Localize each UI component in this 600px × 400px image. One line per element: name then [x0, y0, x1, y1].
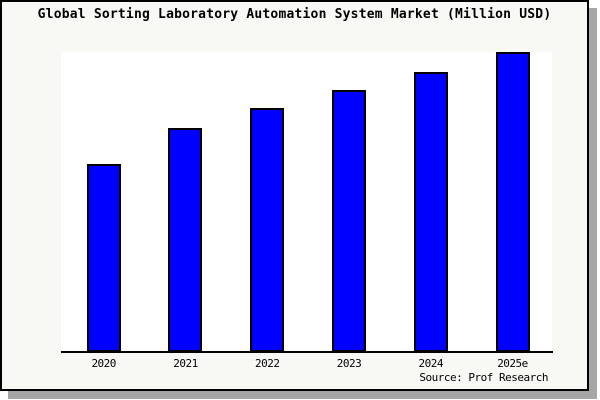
plot-area — [61, 52, 552, 352]
source-label: Source: Prof Research — [419, 371, 548, 384]
x-tick-label-2025e: 2025e — [497, 357, 528, 370]
x-axis-line — [61, 351, 553, 353]
x-tick-label-2024: 2024 — [418, 357, 443, 370]
bar-2025e — [495, 52, 530, 352]
x-tick-label-2021: 2021 — [173, 357, 198, 370]
bar-2023 — [331, 89, 366, 352]
x-tick-label-2023: 2023 — [336, 357, 362, 370]
bar-2024 — [413, 72, 448, 352]
x-tick-label-2020: 2020 — [91, 357, 116, 370]
chart-title: Global Sorting Laboratory Automation Sys… — [37, 7, 552, 22]
bar-2022 — [250, 108, 285, 352]
x-tick-label-2022: 2022 — [254, 357, 280, 370]
bar-2021 — [168, 127, 203, 352]
chart-card: Global Sorting Laboratory Automation Sys… — [0, 0, 589, 391]
bar-2020 — [86, 164, 121, 352]
